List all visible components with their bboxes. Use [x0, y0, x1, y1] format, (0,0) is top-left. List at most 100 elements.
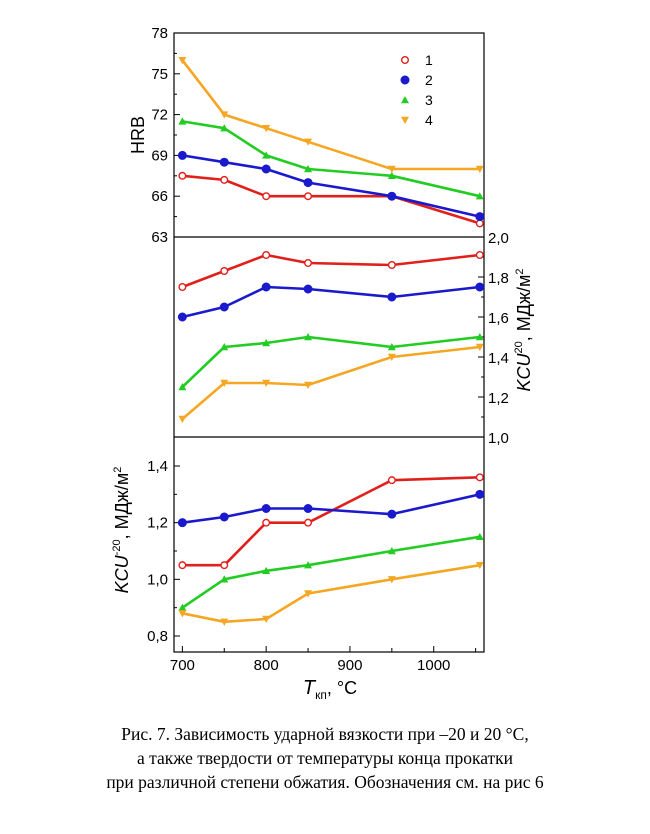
kcu-superscript: 20 [513, 341, 525, 353]
kcu-unit-superscript: 2 [514, 269, 526, 275]
series-1-panel-2 [178, 250, 484, 292]
data-point [475, 333, 484, 341]
y-tick-label: 1,6 [488, 310, 509, 327]
data-point [475, 561, 484, 570]
data-point [178, 561, 187, 570]
x-tick-label: 900 [337, 657, 362, 674]
data-point [475, 192, 484, 200]
y-tick-label: 2,0 [488, 230, 509, 247]
data-point [387, 191, 397, 201]
x-title-unit: , °С [327, 678, 357, 698]
series-line [182, 563, 481, 624]
data-point [220, 379, 229, 387]
data-point [304, 561, 313, 569]
data-point [262, 379, 271, 387]
data-point [387, 292, 397, 302]
data-point [303, 504, 313, 513]
data-point [387, 476, 396, 485]
y-tick-label: 0,8 [147, 628, 168, 645]
data-point [261, 504, 271, 513]
series-1-panel-3 [178, 473, 484, 570]
chart-figure: 63 66 69 72 75 78 1,0 1,2 1,4 1,6 1,8 2,0 0,8 1,0 1,2 1… [111, 25, 534, 700]
series-1-panel-1 [178, 171, 484, 228]
data-point [304, 192, 313, 201]
x-tick-label: 800 [254, 657, 279, 674]
series-line [182, 154, 481, 218]
series-3-panel-2 [178, 333, 484, 391]
series-2-panel-3 [177, 489, 485, 528]
legend-entry-1: 1 [401, 52, 433, 68]
data-point [262, 339, 271, 347]
data-point [219, 512, 229, 522]
legend: 1 2 3 4 [400, 52, 433, 128]
data-point [262, 151, 271, 159]
data-point [304, 518, 313, 527]
x-tick-label: 700 [170, 657, 195, 674]
series-2-panel-1 [177, 150, 485, 222]
data-point [262, 518, 271, 527]
data-point [220, 343, 229, 351]
series-line [182, 174, 481, 225]
data-point [475, 165, 484, 173]
y-tick-label: 1,2 [488, 390, 509, 407]
data-point [387, 343, 396, 351]
data-point [475, 250, 484, 259]
legend-label: 4 [425, 112, 433, 128]
y-tick-label: 1,4 [488, 350, 509, 367]
kcu-symbol: KCU [514, 352, 534, 391]
data-point [177, 518, 187, 528]
data-point [220, 618, 229, 626]
data-point [303, 178, 313, 188]
data-point [475, 343, 484, 351]
series-2-panel-2 [177, 282, 485, 322]
series-4-panel-1 [178, 57, 484, 173]
axes: 63 66 69 72 75 78 1,0 1,2 1,4 1,6 1,8 2,0 0,8 1,0 1,2 1… [147, 25, 509, 674]
data-point [178, 283, 187, 292]
y-tick-label: 78 [151, 25, 168, 42]
kcu-unit: , МДж/м [514, 275, 534, 342]
data-point [304, 333, 313, 341]
data-point [401, 116, 409, 124]
kcu-symbol: KCU [112, 554, 132, 593]
data-point [262, 615, 271, 623]
series-line [182, 493, 481, 524]
kcu-unit: , МДж/м [112, 473, 132, 540]
data-point [178, 117, 187, 125]
data-point [475, 532, 484, 541]
y-tick-label: 1,4 [147, 458, 168, 475]
caption-line-1: Рис. 7. Зависимость ударной вязкости при… [121, 724, 529, 744]
panel-frames [173, 32, 485, 653]
kcu-superscript: -20 [111, 539, 123, 555]
plot-frame [173, 32, 485, 653]
data-point [220, 175, 229, 184]
data-point [219, 302, 229, 312]
y-tick-label: 66 [151, 188, 168, 205]
data-point [178, 171, 187, 180]
y-tick-label: 69 [151, 147, 168, 164]
y-axis-title-kcu-20: KCU-20, МДж/м2 [111, 467, 132, 594]
legend-label: 2 [425, 72, 433, 88]
data-point [220, 575, 229, 583]
data-point [178, 383, 187, 391]
series-line [181, 345, 480, 420]
kcu-unit-superscript: 2 [112, 467, 124, 473]
data-point [304, 165, 313, 173]
data-point [387, 171, 396, 179]
y-axis-title-kcu20: KCU20, МДж/м2 [513, 269, 534, 392]
series-line [181, 59, 480, 171]
x-title-subscript: кп [315, 688, 327, 700]
y-tick-label: 1,0 [147, 571, 168, 588]
series-layer [177, 57, 485, 626]
data-point [178, 415, 187, 423]
data-point [475, 212, 485, 222]
data-point [387, 261, 396, 270]
data-point [401, 96, 409, 104]
series-line [182, 476, 480, 567]
data-point [220, 267, 229, 276]
data-point [304, 590, 313, 598]
data-point [177, 150, 187, 160]
y-tick-label: 1,2 [147, 515, 168, 532]
data-point [178, 57, 187, 65]
data-point [261, 164, 271, 174]
